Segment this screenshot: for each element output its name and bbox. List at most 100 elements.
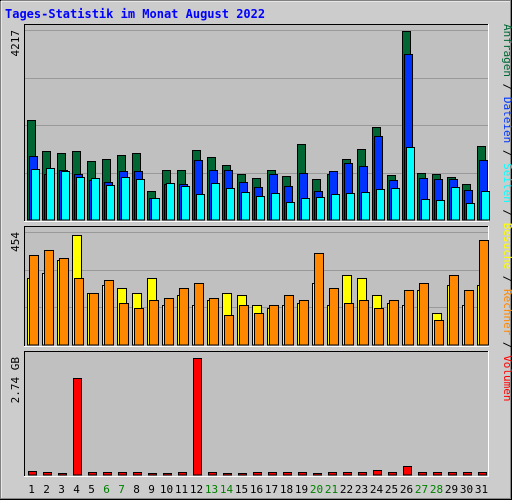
bar-volumen-13 [208,472,217,476]
bar-seiten-22 [346,193,355,221]
bar-volumen-25 [388,472,397,476]
panel-visits: 454 [9,226,489,347]
x-tick-label-day-25: 25 [385,483,398,496]
bar-volumen-18 [283,472,292,476]
bar-seiten-27 [421,199,430,221]
bar-volumen-22 [343,472,352,476]
bar-volumen-1 [28,471,37,476]
bar-seiten-18 [286,202,295,221]
bar-seiten-14 [226,188,235,221]
bar-rechner-11 [179,288,189,346]
y-max-label-visits: 454 [9,232,22,252]
bar-rechner-6 [104,280,114,346]
bar-rechner-27 [419,283,429,346]
x-tick-label-day-23: 23 [355,483,368,496]
bar-volumen-3 [58,473,67,476]
bar-seiten-12 [196,194,205,221]
bar-seiten-31 [481,191,490,221]
x-tick-label-day-26: 26 [400,483,413,496]
bar-rechner-29 [449,275,459,346]
legend-item-besuche: Besuche [501,223,512,269]
bar-volumen-2 [43,472,52,476]
x-tick-label-day-2: 2 [43,483,50,496]
bar-rechner-13 [209,298,219,346]
bar-rechner-15 [239,305,249,346]
bar-rechner-12 [194,283,204,346]
bar-seiten-5 [91,178,100,221]
y-max-label-volume: 2.74 GB [9,357,22,404]
bar-seiten-19 [301,198,310,221]
bar-rechner-19 [299,300,309,346]
legend-separator: / [501,269,512,289]
bar-rechner-30 [464,290,474,346]
legend-text: Anfragen / Dateien / Seiten / Besuche / … [501,24,512,402]
legend-item-volumen: Volumen [501,355,512,401]
bar-volumen-9 [148,473,157,476]
legend-separator: / [501,77,512,97]
bar-rechner-25 [389,300,399,346]
bar-volumen-5 [88,472,97,476]
legend-item-seiten: Seiten [501,163,512,203]
bar-volumen-14 [223,473,232,476]
bar-seiten-26 [406,147,415,221]
bar-rechner-9 [149,300,159,346]
x-tick-label-day-3: 3 [58,483,65,496]
bar-seiten-9 [151,198,160,221]
bar-volumen-21 [328,472,337,476]
x-tick-label-day-17: 17 [265,483,278,496]
bar-volumen-20 [313,473,322,476]
x-tick-label-day-18: 18 [280,483,293,496]
bar-volumen-15 [238,473,247,476]
bar-rechner-2 [44,250,54,346]
bar-seiten-29 [451,187,460,221]
x-tick-label-day-13: 13 [205,483,218,496]
x-tick-label-day-4: 4 [73,483,80,496]
bar-volumen-6 [103,472,112,476]
x-tick-label-day-9: 9 [148,483,155,496]
legend-item-rechner: Rechner [501,289,512,336]
bar-rechner-5 [89,293,99,346]
bar-rechner-1 [29,255,39,346]
bar-volumen-27 [418,472,427,476]
bar-rechner-31 [479,240,489,346]
x-tick-label-day-12: 12 [190,483,203,496]
bar-seiten-30 [466,203,475,221]
chart-title: Tages-Statistik im Monat August 2022 [5,7,265,21]
x-tick-label-day-15: 15 [235,483,248,496]
bar-volumen-4 [73,378,82,476]
legend-item-dateien: Dateien [501,97,512,143]
x-tick-label-day-31: 31 [475,483,488,496]
x-tick-label-day-24: 24 [370,483,384,496]
bar-rechner-7 [119,303,129,346]
x-tick-label-day-20: 20 [310,483,323,496]
bar-rechner-28 [434,320,444,346]
bar-seiten-11 [181,186,190,221]
y-max-label-requests: 4217 [9,30,22,57]
x-tick-label-day-16: 16 [250,483,263,496]
bar-rechner-18 [284,295,294,346]
bar-volumen-12 [193,358,202,476]
x-tick-label-day-14: 14 [220,483,234,496]
x-tick-label-day-28: 28 [430,483,443,496]
bar-volumen-17 [268,472,277,476]
bar-rechner-4 [74,278,84,346]
legend-separator: / [501,203,512,223]
bar-seiten-6 [106,185,115,221]
bar-seiten-1 [31,169,40,221]
x-tick-label-day-22: 22 [340,483,353,496]
bar-seiten-8 [136,179,145,221]
bar-rechner-10 [164,298,174,346]
bar-rechner-8 [134,308,144,346]
x-tick-label-day-27: 27 [415,483,428,496]
bar-seiten-3 [61,171,70,221]
bar-seiten-13 [211,183,220,221]
panel-requests: 4217 [9,24,490,222]
bar-seiten-20 [316,197,325,221]
legend-separator: / [501,143,512,163]
bar-seiten-28 [436,200,445,221]
bar-volumen-7 [118,472,127,476]
panel-volume: 2.74 GB [9,351,489,477]
bar-seiten-25 [391,188,400,221]
bar-volumen-19 [298,472,307,476]
bar-seiten-17 [271,193,280,221]
